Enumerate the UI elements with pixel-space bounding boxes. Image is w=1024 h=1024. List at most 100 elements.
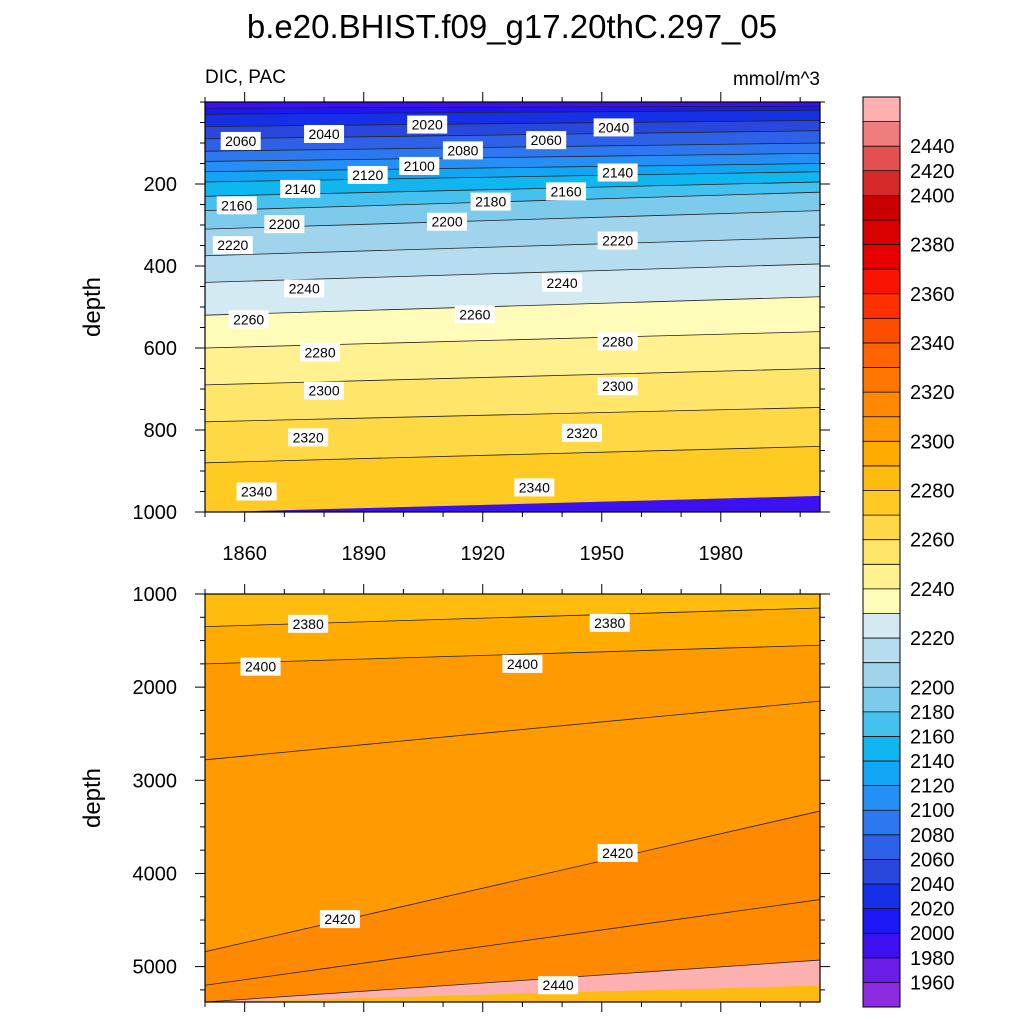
units-label: mmol/m^3 xyxy=(733,69,820,90)
colorbar-swatch xyxy=(863,957,900,983)
colorbar-swatch xyxy=(863,761,900,787)
colorbar-swatch xyxy=(863,97,900,123)
colorbar-swatch xyxy=(863,293,900,319)
contour-label: 2160 xyxy=(216,196,257,215)
contour-line xyxy=(205,899,820,986)
svg-text:2280: 2280 xyxy=(602,333,633,349)
colorbar-label: 2000 xyxy=(910,923,955,945)
contour-line xyxy=(205,810,820,953)
svg-text:2240: 2240 xyxy=(547,275,578,291)
contour-line xyxy=(205,446,820,464)
colorbar-label: 2340 xyxy=(910,333,955,355)
y-tick-label: 200 xyxy=(144,174,177,196)
variable-label: DIC, PAC xyxy=(205,67,286,88)
colorbar-swatch xyxy=(863,367,900,393)
contour-label: 2040 xyxy=(304,124,345,143)
svg-text:2260: 2260 xyxy=(233,311,264,327)
colorbar-label: 2400 xyxy=(910,185,955,207)
y-tick-label: 1000 xyxy=(133,584,178,606)
x-tick-label: 1950 xyxy=(580,543,625,565)
x-tick-label: 1890 xyxy=(341,543,386,565)
colorbar-label: 2260 xyxy=(910,530,955,552)
colorbar-label: 2300 xyxy=(910,431,955,453)
colorbar-label: 2200 xyxy=(910,677,955,699)
plot-frame xyxy=(204,593,821,1003)
contour-label: 2420 xyxy=(319,910,360,929)
colorbar-swatch xyxy=(863,195,900,221)
contour-line xyxy=(205,152,820,162)
contour-line xyxy=(205,191,820,212)
contour-line xyxy=(205,210,820,230)
contour-label: 2340 xyxy=(236,482,277,501)
svg-text:2120: 2120 xyxy=(352,167,383,183)
colorbar-label: 2320 xyxy=(910,382,955,404)
colorbar-swatch xyxy=(863,638,900,664)
colorbar-swatch xyxy=(863,219,900,246)
contour-line xyxy=(205,236,820,257)
svg-text:2300: 2300 xyxy=(602,378,633,394)
contour-line xyxy=(205,163,820,173)
y-tick-label: 4000 xyxy=(133,863,178,885)
colorbar-swatch xyxy=(863,982,900,1008)
svg-text:2420: 2420 xyxy=(324,911,355,927)
colorbar-swatch xyxy=(863,515,900,541)
contour-label: 2220 xyxy=(212,236,253,255)
contour-line xyxy=(205,407,820,423)
colorbar-swatch xyxy=(863,859,900,885)
colorbar-swatch xyxy=(863,170,900,196)
colorbar-label: 2180 xyxy=(910,702,955,724)
svg-text:2100: 2100 xyxy=(404,158,435,174)
svg-text:2060: 2060 xyxy=(225,133,256,149)
colorbar-swatch xyxy=(863,933,900,959)
contour-label: 2380 xyxy=(589,613,630,632)
y-tick-label: 3000 xyxy=(133,770,178,792)
contour-label: 2320 xyxy=(561,423,602,442)
contour-label: 2340 xyxy=(514,478,555,497)
svg-text:2280: 2280 xyxy=(304,345,335,361)
svg-text:2020: 2020 xyxy=(412,117,443,133)
colorbar-swatch xyxy=(863,416,900,442)
contour-band xyxy=(205,102,820,109)
colorbar-label: 2380 xyxy=(910,235,955,257)
colorbar-swatch xyxy=(863,810,900,836)
colorbar-swatch xyxy=(863,736,900,762)
colorbar-swatch xyxy=(863,318,900,344)
svg-text:2400: 2400 xyxy=(507,656,538,672)
colorbar-swatch xyxy=(863,711,900,737)
contour-label: 2240 xyxy=(542,273,583,292)
contour-label: 2180 xyxy=(470,192,511,211)
svg-text:2380: 2380 xyxy=(293,616,324,632)
contour-label: 2200 xyxy=(264,215,305,234)
contour-label: 2280 xyxy=(597,332,638,351)
svg-text:2320: 2320 xyxy=(293,429,324,445)
y-tick-label: 600 xyxy=(144,338,177,360)
y-tick-label: 1000 xyxy=(133,502,178,524)
colorbar-swatch xyxy=(863,588,900,614)
contour-label: 2260 xyxy=(454,305,495,324)
y-tick-label: 400 xyxy=(144,256,177,278)
contour-line xyxy=(205,700,820,761)
colorbar-label: 1960 xyxy=(910,972,955,994)
figure-title: b.e20.BHIST.f09_g17.20thC.297_05 xyxy=(247,8,777,45)
colorbar-swatch xyxy=(863,392,900,418)
contour-label: 2120 xyxy=(347,165,388,184)
contour-line xyxy=(205,959,820,1002)
contour-label: 2080 xyxy=(442,141,483,160)
svg-text:2040: 2040 xyxy=(308,126,339,142)
colorbar-label: 2220 xyxy=(910,628,955,650)
svg-text:2420: 2420 xyxy=(602,845,633,861)
x-tick-label: 1860 xyxy=(222,543,267,565)
svg-text:2400: 2400 xyxy=(245,659,276,675)
colorbar-label: 2080 xyxy=(910,825,955,847)
svg-text:2340: 2340 xyxy=(241,484,272,500)
contour-label: 2100 xyxy=(399,156,440,175)
contour-label: 2220 xyxy=(597,231,638,250)
colorbar-label: 2420 xyxy=(910,161,955,183)
svg-text:2200: 2200 xyxy=(431,214,462,230)
contour-label: 2240 xyxy=(284,279,325,298)
colorbar-swatch xyxy=(863,785,900,811)
contour-label: 2440 xyxy=(538,976,579,995)
svg-text:2300: 2300 xyxy=(308,383,339,399)
colorbar-swatch xyxy=(863,342,900,369)
